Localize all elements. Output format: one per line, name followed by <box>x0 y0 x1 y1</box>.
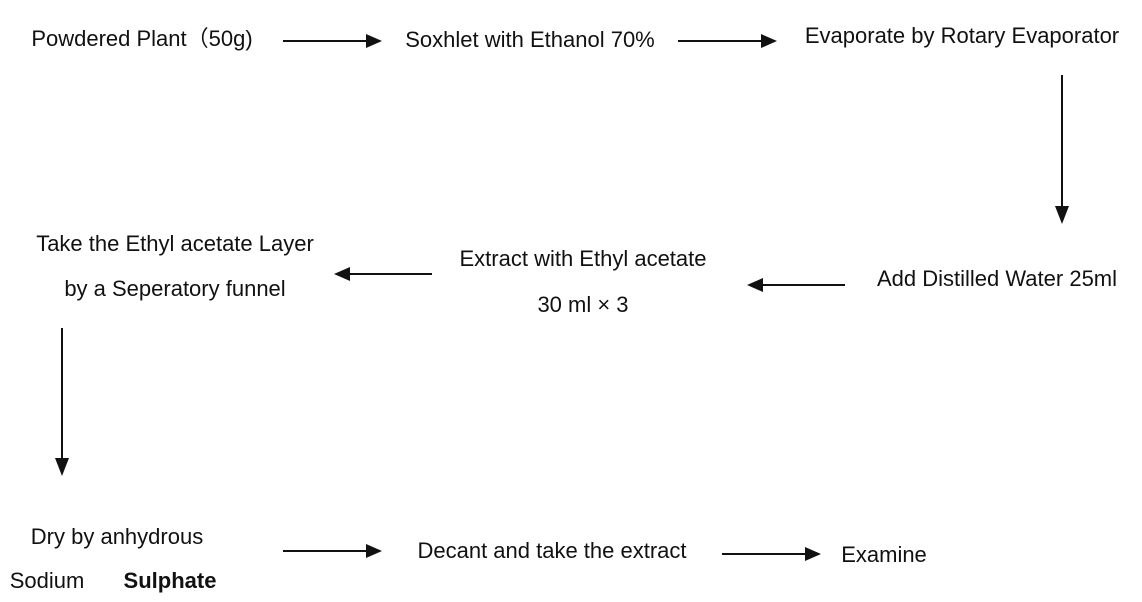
node-label: Extract with Ethyl acetate <box>460 246 707 271</box>
arrow <box>55 328 69 476</box>
node-label: Take the Ethyl acetate Layer <box>36 231 314 256</box>
node-label: by a Seperatory funnel <box>64 276 285 301</box>
arrow <box>283 34 382 48</box>
arrow <box>678 34 777 48</box>
node-label: Decant and take the extract <box>417 538 686 563</box>
node-label: Soxhlet with Ethanol 70% <box>405 27 655 52</box>
node-label: Sodium <box>10 568 85 593</box>
arrow <box>1055 75 1069 224</box>
arrow <box>747 278 845 292</box>
node-label: Evaporate by Rotary Evaporator <box>805 23 1119 48</box>
arrow <box>334 267 432 281</box>
arrow <box>283 544 382 558</box>
node-label: Add Distilled Water 25ml <box>877 266 1117 291</box>
node-label: Sulphate <box>124 568 217 593</box>
node-label: Dry by anhydrous <box>31 524 203 549</box>
node-label: Powdered Plant（50g) <box>31 26 252 51</box>
node-label: 30 ml × 3 <box>537 292 628 317</box>
node-label: Examine <box>841 542 927 567</box>
arrow <box>722 547 821 561</box>
